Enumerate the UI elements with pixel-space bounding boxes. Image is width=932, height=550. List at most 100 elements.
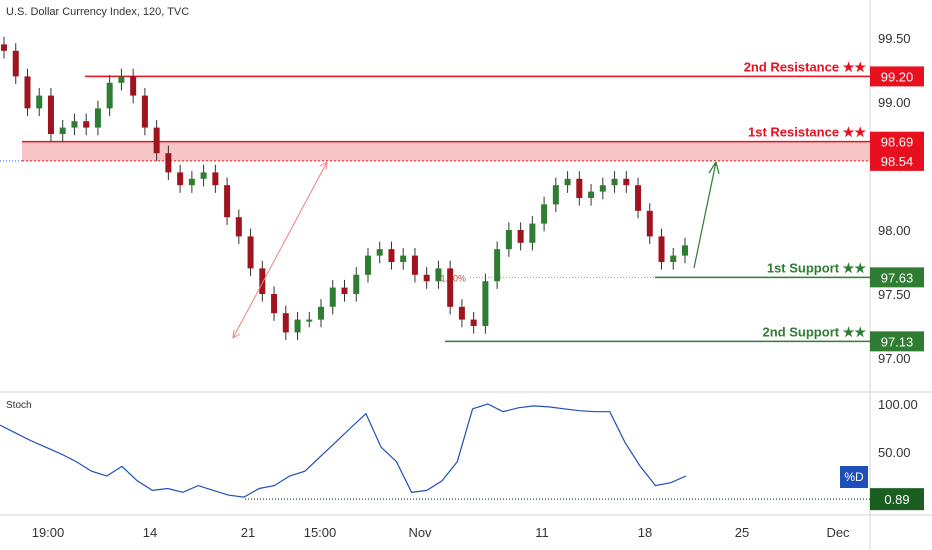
y-tick-4: 97.00 <box>878 351 911 366</box>
candle-body-15 <box>177 172 184 186</box>
candle-body-34 <box>400 255 407 262</box>
projection-arrowhead-green <box>708 161 720 175</box>
level-label-4: 2nd Support ★★ <box>763 324 867 339</box>
price-tag-0 <box>870 66 924 87</box>
price-tag-label-2: 98.54 <box>881 154 914 169</box>
candle-body-46 <box>541 204 548 224</box>
candle-body-55 <box>646 210 653 237</box>
candle-body-31 <box>364 255 371 275</box>
stoch-tag-label: 0.89 <box>884 492 909 507</box>
candle-body-33 <box>388 249 395 262</box>
candle-body-36 <box>423 274 430 282</box>
candle-body-5 <box>59 127 66 134</box>
x-tick-1: 14 <box>143 525 157 540</box>
level-label-3: 1st Support ★★ <box>767 260 866 275</box>
candle-body-27 <box>318 306 325 320</box>
y-tick-0: 99.50 <box>878 31 911 46</box>
candle-body-19 <box>224 185 231 218</box>
candle-body-44 <box>517 230 524 243</box>
stoch-title: Stoch <box>6 400 32 411</box>
candle-body-37 <box>435 268 442 282</box>
candle-body-26 <box>306 319 313 322</box>
level-label-1: 1st Resistance ★★ <box>748 125 866 140</box>
candle-body-30 <box>353 274 360 294</box>
candle-body-23 <box>271 294 278 314</box>
stoch-d-badge <box>840 466 868 488</box>
candle-body-58 <box>682 245 688 256</box>
candle-body-16 <box>188 178 195 186</box>
candle-body-21 <box>247 236 254 269</box>
stoch-tick-1: 50.00 <box>878 445 911 460</box>
chart-title: U.S. Dollar Currency Index, 120, TVC <box>6 6 190 18</box>
x-tick-4: Nov <box>408 525 432 540</box>
candle-body-6 <box>71 121 78 128</box>
x-tick-7: 25 <box>735 525 749 540</box>
candle-body-25 <box>294 319 301 333</box>
y-tick-2: 98.00 <box>878 223 911 238</box>
candle-body-57 <box>670 255 677 262</box>
stoch-line <box>0 403 687 498</box>
candle-body-43 <box>505 230 512 250</box>
price-tag-2 <box>870 150 924 171</box>
projection-arrow-green <box>693 161 717 269</box>
candle-body-11 <box>130 76 137 96</box>
candle-body-40 <box>470 319 477 326</box>
candle-body-0 <box>1 44 7 51</box>
candle-body-12 <box>141 95 148 128</box>
candle-body-45 <box>529 223 536 243</box>
candle-body-50 <box>588 191 595 198</box>
candle-body-35 <box>411 255 418 275</box>
candle-body-13 <box>153 127 160 154</box>
candle-body-22 <box>259 268 266 294</box>
price-tag-label-0: 99.20 <box>881 69 914 84</box>
candle-body-8 <box>94 108 101 128</box>
x-tick-2: 15:00 <box>304 525 337 540</box>
candle-body-2 <box>24 76 31 109</box>
resistance-zone <box>22 141 870 161</box>
price-tag-4 <box>870 331 924 352</box>
price-tag-label-4: 97.13 <box>881 334 914 349</box>
candle-body-47 <box>552 185 559 205</box>
candle-body-9 <box>106 82 113 109</box>
candle-body-29 <box>341 287 348 294</box>
candle-body-39 <box>458 306 465 320</box>
candle-body-41 <box>482 281 489 326</box>
candle-body-3 <box>36 95 43 109</box>
candle-body-53 <box>623 178 630 186</box>
stoch-d-label: %D <box>844 470 864 484</box>
candle-body-4 <box>47 95 54 134</box>
price-tag-1 <box>870 131 924 152</box>
candle-body-48 <box>564 178 571 186</box>
candle-body-1 <box>12 50 19 77</box>
candle-body-54 <box>635 185 642 211</box>
candle-body-28 <box>329 287 336 307</box>
candle-body-20 <box>235 217 242 237</box>
candle-body-56 <box>658 236 665 262</box>
x-tick-5: 11 <box>535 525 549 540</box>
projection-arrow-red <box>232 161 328 339</box>
x-tick-0: 19:00 <box>32 525 65 540</box>
y-tick-3: 97.50 <box>878 287 911 302</box>
price-tag-label-1: 98.69 <box>881 135 914 150</box>
x-tick-8: Dec <box>826 525 850 540</box>
candle-body-18 <box>212 172 219 186</box>
candle-body-24 <box>282 313 289 333</box>
candle-body-14 <box>165 153 172 173</box>
candle-body-17 <box>200 172 207 179</box>
candle-body-7 <box>83 121 90 128</box>
candle-body-52 <box>611 178 618 186</box>
stoch-tag <box>870 488 924 511</box>
projection-arrowtail-red <box>232 329 241 339</box>
candle-body-42 <box>494 249 501 282</box>
candle-body-51 <box>599 185 606 192</box>
price-tag-3 <box>870 267 924 288</box>
candle-body-38 <box>447 268 454 307</box>
x-tick-3: 21 <box>241 525 255 540</box>
candle-body-49 <box>576 178 583 198</box>
stoch-tick-0: 100.00 <box>878 397 918 412</box>
x-tick-6: 18 <box>638 525 652 540</box>
y-tick-1: 99.00 <box>878 95 911 110</box>
projection-arrowhead-red <box>319 161 328 171</box>
price-tag-label-3: 97.63 <box>881 270 914 285</box>
